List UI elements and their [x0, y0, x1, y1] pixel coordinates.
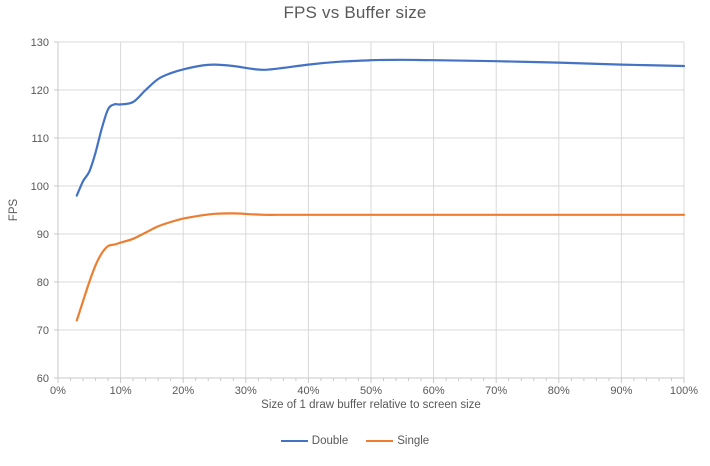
x-tick-label: 50% — [360, 385, 382, 397]
x-tick-label: 70% — [485, 385, 507, 397]
legend-item-single: Single — [366, 435, 429, 447]
x-tick-label: 10% — [110, 385, 132, 397]
x-tick-label: 80% — [548, 385, 570, 397]
y-tick-label: 60 — [37, 373, 49, 385]
x-tick-label: 90% — [610, 385, 632, 397]
legend-item-double: Double — [280, 435, 349, 447]
x-tick-label: 30% — [235, 385, 257, 397]
x-tick-label: 0% — [50, 385, 66, 397]
legend-swatch-double — [280, 439, 308, 443]
y-tick-label: 110 — [31, 133, 49, 145]
y-tick-label: 70 — [37, 325, 49, 337]
y-tick-label: 120 — [31, 85, 49, 97]
series-line-single — [75, 212, 686, 322]
series-line-double — [75, 58, 686, 197]
x-tick-label: 20% — [172, 385, 194, 397]
legend-label-single: Single — [397, 435, 430, 447]
legend: Double Single — [0, 435, 710, 447]
x-tick-label: 60% — [423, 385, 445, 397]
legend-swatch-single — [366, 439, 394, 443]
legend-label-double: Double — [311, 435, 349, 447]
x-tick-label: 40% — [297, 385, 319, 397]
x-axis-title: Size of 1 draw buffer relative to screen… — [261, 399, 481, 411]
y-tick-label: 100 — [31, 181, 49, 193]
x-tick-label: 100% — [670, 385, 698, 397]
y-tick-label: 80 — [37, 277, 49, 289]
y-tick-label: 130 — [31, 37, 49, 49]
y-tick-label: 90 — [37, 229, 49, 241]
chart-title: FPS vs Buffer size — [283, 3, 427, 22]
